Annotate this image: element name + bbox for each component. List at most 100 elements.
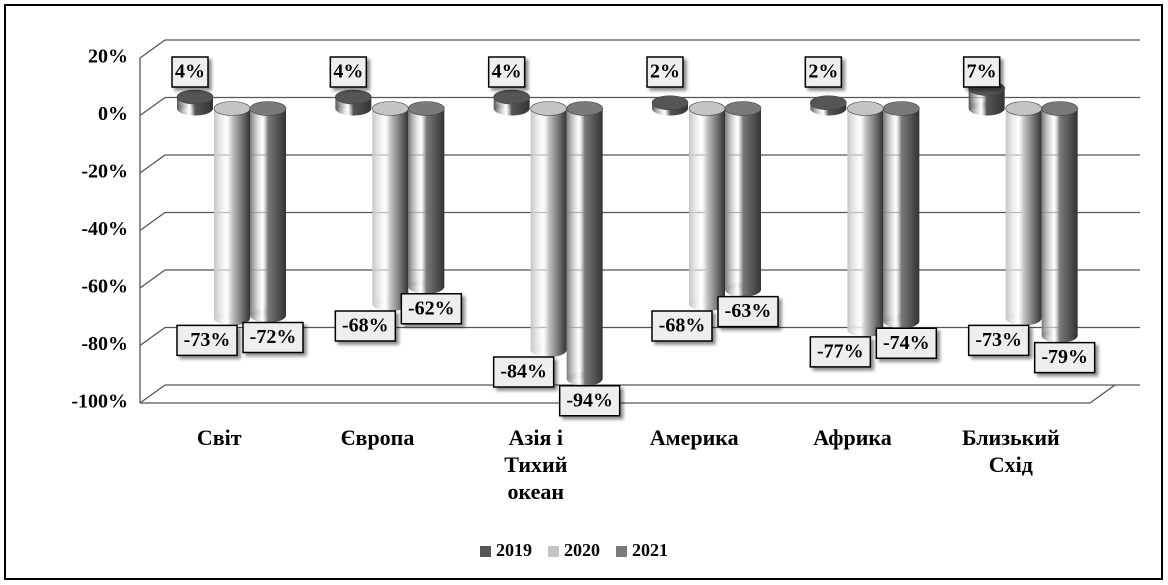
data-label-box (717, 295, 779, 328)
data-label: -94% (566, 389, 613, 411)
data-label-box (809, 336, 872, 368)
bar-cap (408, 279, 445, 294)
bar-cap (847, 322, 884, 337)
data-label-box (334, 310, 397, 342)
bar (689, 108, 725, 304)
data-label-box (875, 327, 938, 359)
bar-cap (968, 101, 1005, 116)
data-label: 4% (333, 61, 363, 83)
grid-line-depth (139, 154, 166, 174)
bar (408, 108, 445, 287)
grid-line-depth (139, 211, 166, 232)
bar-cap (530, 101, 567, 116)
bar-cap (689, 297, 725, 311)
data-label: 7% (967, 61, 997, 83)
bar-cap (408, 101, 445, 116)
bar-cap (883, 314, 920, 329)
data-label: -74% (883, 332, 930, 354)
data-label: -73% (975, 329, 1022, 351)
y-tick-label: -40% (81, 218, 128, 240)
bar (883, 108, 920, 322)
y-tick-label: -80% (81, 333, 128, 355)
bar-cap (1005, 101, 1042, 116)
y-tick-label: 0% (98, 103, 128, 125)
data-label-box (242, 321, 304, 354)
grid-line-depth (139, 39, 166, 59)
bar (847, 108, 884, 330)
bar-cap (214, 311, 250, 326)
bar-cap (335, 89, 372, 105)
bar-cap (493, 101, 530, 116)
bar (250, 108, 286, 316)
bar-cap (725, 282, 761, 297)
bar-cap (847, 101, 884, 116)
bar (1041, 108, 1078, 336)
data-label: -62% (408, 297, 455, 319)
grid-line-depth (139, 269, 166, 289)
bar (372, 108, 409, 304)
bar-cap (213, 101, 251, 116)
bar-cap (372, 101, 409, 116)
x-tick-label: Азія і Тихий океан (504, 425, 568, 504)
y-tick-label: -60% (81, 276, 128, 298)
data-label: -68% (659, 315, 706, 337)
legend-swatch (548, 546, 559, 557)
grid-line-depth (139, 384, 166, 404)
data-label-box (329, 56, 368, 88)
bar (530, 108, 567, 350)
data-label: 4% (492, 61, 522, 83)
data-label-box (492, 356, 555, 388)
bar-cap (566, 101, 603, 116)
data-label: -63% (725, 300, 772, 322)
data-label: -73% (184, 329, 231, 351)
bar (214, 108, 250, 319)
data-label: -72% (250, 326, 297, 348)
bar-cap (724, 101, 762, 116)
bar-cap (1041, 328, 1078, 343)
bar-cap (493, 89, 530, 105)
bar (566, 108, 603, 379)
bar-cap (177, 101, 213, 116)
data-label: -68% (342, 315, 389, 337)
data-label-box (558, 385, 621, 417)
y-tick-label: -20% (81, 161, 128, 183)
bar-cap (335, 101, 372, 116)
data-label-box (804, 56, 843, 88)
y-tick-label: 20% (88, 46, 128, 68)
legend-label: 2019 (496, 540, 532, 560)
bar (1005, 108, 1042, 319)
data-label: -84% (500, 361, 547, 383)
legend-label: 2021 (632, 540, 668, 560)
x-tick-label: Близький Схід (961, 425, 1060, 477)
grid-line-depth (139, 326, 166, 347)
bar-cap (372, 297, 409, 311)
bar-cap (249, 101, 287, 116)
x-tick-label: Європа (340, 425, 415, 450)
bar-cap (1041, 101, 1078, 116)
x-tick-label: Світ (196, 425, 242, 450)
data-label: 4% (175, 61, 205, 83)
grid-line-depth (139, 96, 166, 117)
legend-swatch (480, 546, 491, 557)
bar-cap (250, 308, 286, 323)
bar (725, 108, 761, 290)
bar-cap (651, 95, 689, 111)
bar-cap (810, 95, 847, 111)
legend-swatch (616, 546, 627, 557)
bar-cap (176, 89, 214, 105)
data-label-box (1033, 341, 1096, 374)
x-tick-label: Африка (813, 425, 892, 450)
bar-cap (530, 343, 567, 357)
bar-cap (688, 101, 726, 116)
data-label-box (171, 56, 209, 88)
data-label: -77% (817, 340, 864, 362)
x-tick-label: Америка (649, 425, 739, 450)
bar-cap (883, 101, 920, 116)
data-label-box (646, 56, 684, 88)
data-label-box (176, 324, 238, 357)
data-label-box (962, 56, 1001, 88)
data-label: 2% (650, 61, 680, 83)
data-label: 2% (808, 61, 838, 83)
bar-cap (1005, 311, 1042, 326)
